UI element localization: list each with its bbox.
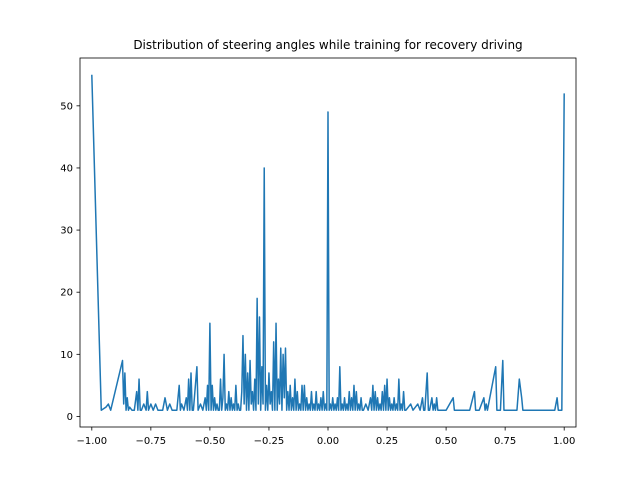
x-tick-label: −0.25 [254,436,285,447]
x-axis-ticks: −1.00 −0.75 −0.50 −0.25 0.00 0.25 0.50 0.75 1.00 [76,427,575,447]
y-tick-label: 10 [60,350,73,361]
x-tick-label: −0.50 [195,436,226,447]
y-tick-label: 20 [60,288,73,299]
x-tick-label: 0.25 [376,436,398,447]
y-axis-ticks: 0 10 20 30 40 50 [60,101,80,423]
x-tick-label: 1.00 [553,436,575,447]
y-tick-label: 0 [67,412,73,423]
plot-frame [79,57,577,428]
y-tick-label: 40 [60,163,73,174]
x-tick-label: −1.00 [76,436,107,447]
x-tick-label: −0.75 [136,436,167,447]
y-tick-label: 50 [60,101,73,112]
series-layer [91,74,565,411]
y-tick-label: 30 [60,226,73,237]
chart-title: Distribution of steering angles while tr… [133,38,522,52]
x-tick-label: 0.00 [317,436,339,447]
x-tick-label: 0.50 [435,436,457,447]
x-tick-label: 0.75 [494,436,516,447]
series-line-0 [91,74,565,411]
